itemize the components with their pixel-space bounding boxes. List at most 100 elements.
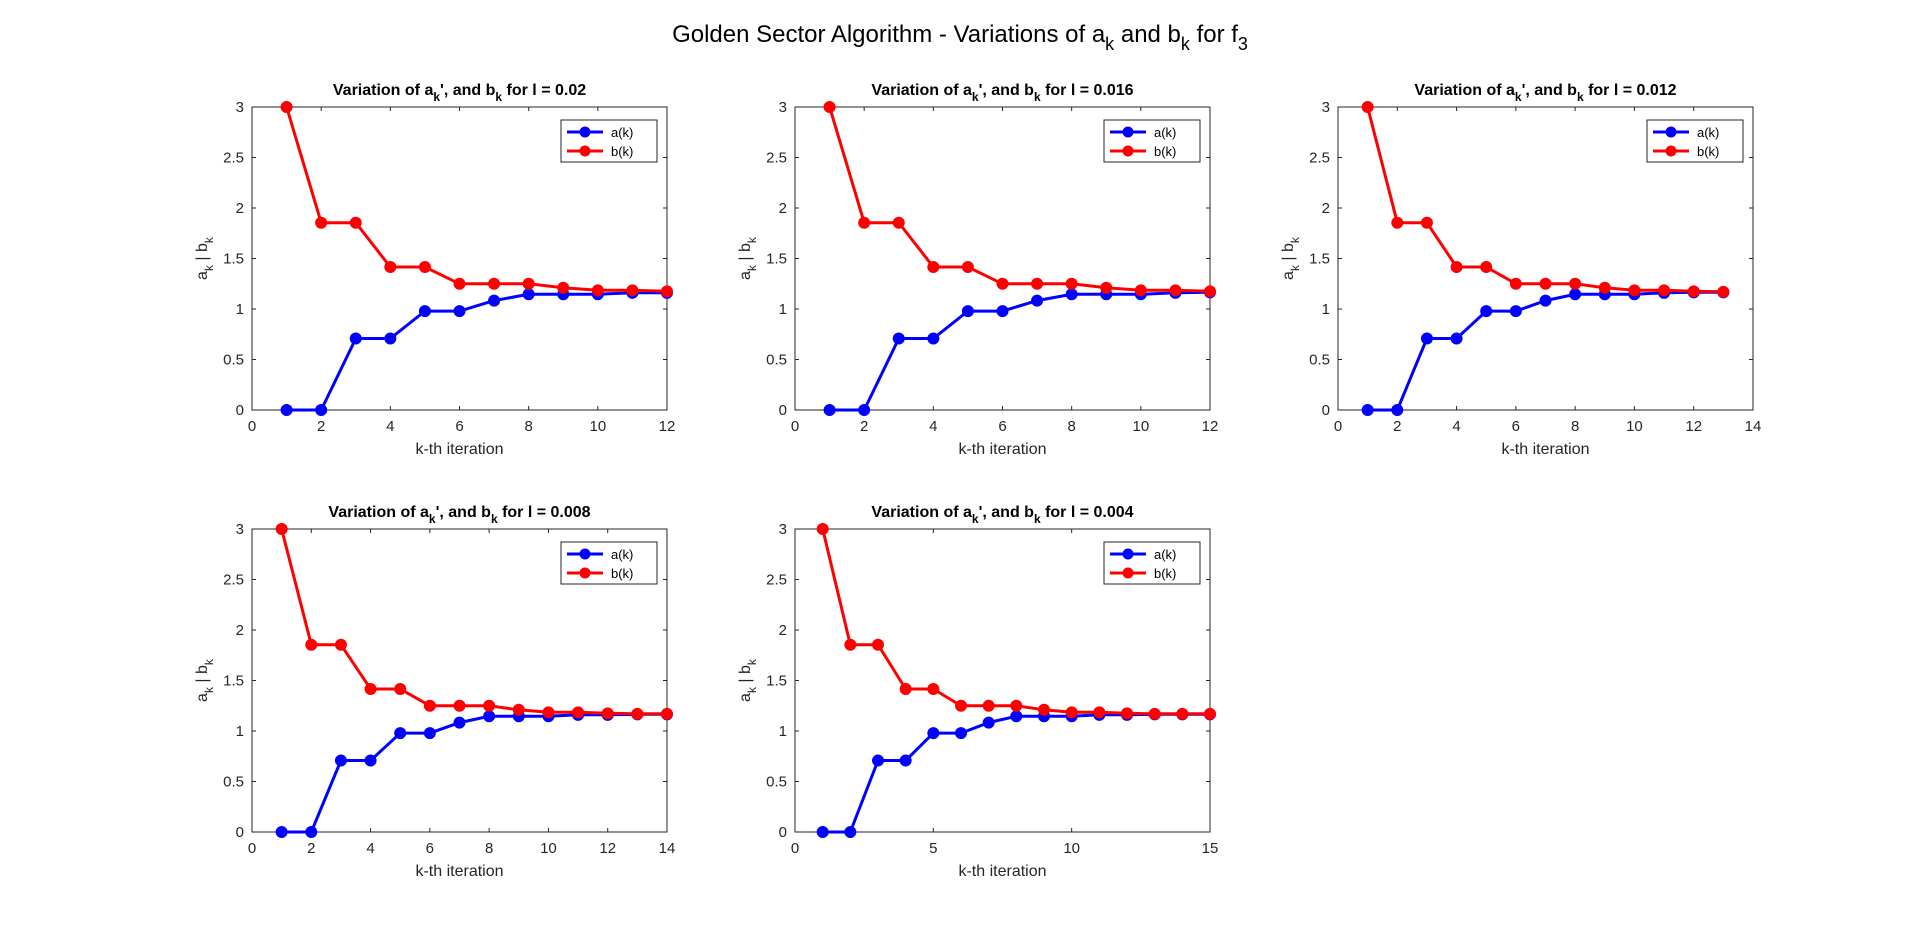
x-tick-label: 4: [1452, 418, 1460, 435]
x-tick-label: 6: [455, 418, 463, 435]
data-point: [899, 754, 912, 767]
data-point: [996, 277, 1009, 290]
y-tick-label: 1.5: [223, 673, 244, 690]
figure-title: Golden Sector Algorithm - Variations of …: [672, 21, 1248, 54]
x-tick-label: 6: [1512, 418, 1520, 435]
y-tick-label: 0: [779, 824, 787, 841]
series-b: [280, 101, 673, 298]
data-point: [892, 216, 905, 229]
data-point: [927, 727, 940, 740]
data-point: [631, 707, 644, 720]
data-point: [1509, 305, 1522, 318]
legend-label: b(k): [611, 144, 633, 159]
legend-label: b(k): [1154, 144, 1176, 159]
data-point: [275, 826, 288, 838]
data-point: [418, 305, 431, 318]
data-point: [626, 284, 639, 297]
data-point: [955, 727, 967, 740]
data-point: [961, 260, 974, 273]
legend-marker: [1122, 126, 1134, 138]
x-axis-label: k-th iteration: [958, 863, 1046, 880]
data-point: [892, 332, 905, 345]
legend-marker: [579, 567, 591, 579]
data-point: [1134, 284, 1147, 297]
data-point: [349, 332, 362, 345]
y-tick-label: 1.5: [1309, 251, 1330, 268]
data-point: [572, 706, 585, 719]
x-tick-label: 12: [599, 840, 616, 857]
x-tick-label: 10: [589, 418, 606, 435]
data-point: [1480, 260, 1493, 273]
data-point: [982, 716, 995, 729]
data-point: [453, 699, 466, 712]
data-point: [305, 826, 318, 838]
x-tick-label: 12: [1685, 418, 1702, 435]
data-point: [1204, 285, 1216, 298]
data-point: [384, 260, 397, 273]
x-tick-label: 4: [929, 418, 937, 435]
data-point: [591, 284, 604, 297]
subplot-title: Variation of ak', and bk for l = 0.016: [871, 82, 1133, 104]
data-point: [1093, 706, 1106, 719]
data-point: [280, 101, 293, 113]
data-point: [1010, 699, 1023, 712]
data-point: [1598, 281, 1611, 294]
data-point: [1361, 101, 1374, 113]
legend-label: a(k): [611, 125, 633, 140]
subplot-title: Variation of ak', and bk for l = 0.012: [1414, 82, 1676, 104]
data-point: [418, 260, 431, 273]
data-point: [816, 523, 829, 535]
data-point: [1065, 706, 1078, 719]
legend: a(k) b(k): [1646, 119, 1744, 163]
x-axis-label: k-th iteration: [1501, 441, 1589, 458]
x-tick-label: 6: [426, 840, 434, 857]
y-tick-label: 1.5: [766, 251, 787, 268]
data-point: [1038, 703, 1050, 716]
data-point: [927, 260, 940, 273]
data-point: [844, 638, 857, 651]
data-point: [483, 710, 496, 723]
legend-label: b(k): [1697, 144, 1719, 159]
data-point: [557, 281, 570, 294]
subplot-4: 0 2 4 6 8 10 12 14 0 0.5 1 1.5 2 2.5 3 k-th iteration ak…: [194, 504, 675, 880]
y-tick-label: 1: [779, 301, 787, 318]
y-axis-label: ak | bk: [737, 658, 759, 702]
y-tick-label: 2: [236, 200, 244, 217]
data-point: [1539, 294, 1552, 307]
data-point: [1717, 285, 1730, 298]
y-tick-label: 3: [779, 99, 787, 116]
data-point: [996, 305, 1009, 318]
y-tick-label: 2.5: [223, 572, 244, 589]
y-tick-label: 2: [1322, 200, 1330, 217]
data-point: [1148, 707, 1161, 720]
data-point: [315, 404, 328, 416]
y-tick-label: 0.5: [223, 352, 244, 369]
legend-marker: [1122, 145, 1134, 157]
y-tick-label: 1.5: [223, 251, 244, 268]
y-tick-label: 2.5: [1309, 150, 1330, 167]
x-tick-label: 10: [540, 840, 557, 857]
x-tick-label: 0: [1334, 418, 1342, 435]
legend-box: [1103, 541, 1201, 585]
legend-label: b(k): [1154, 566, 1176, 581]
data-point: [1176, 707, 1189, 720]
x-axis-label: k-th iteration: [415, 441, 503, 458]
x-tick-label: 10: [1626, 418, 1643, 435]
legend-label: b(k): [611, 566, 633, 581]
data-point: [1450, 260, 1463, 273]
legend: a(k) b(k): [1103, 541, 1201, 585]
x-tick-label: 2: [307, 840, 315, 857]
x-tick-label: 12: [659, 418, 676, 435]
legend-label: a(k): [1697, 125, 1719, 140]
data-point: [1169, 284, 1182, 297]
data-point: [1539, 277, 1552, 290]
data-point: [305, 638, 318, 651]
x-tick-label: 2: [317, 418, 325, 435]
series-b: [816, 523, 1216, 720]
data-point: [453, 716, 466, 729]
data-point: [601, 707, 614, 720]
data-point: [334, 754, 347, 767]
x-tick-label: 14: [659, 840, 676, 857]
data-point: [522, 288, 535, 301]
